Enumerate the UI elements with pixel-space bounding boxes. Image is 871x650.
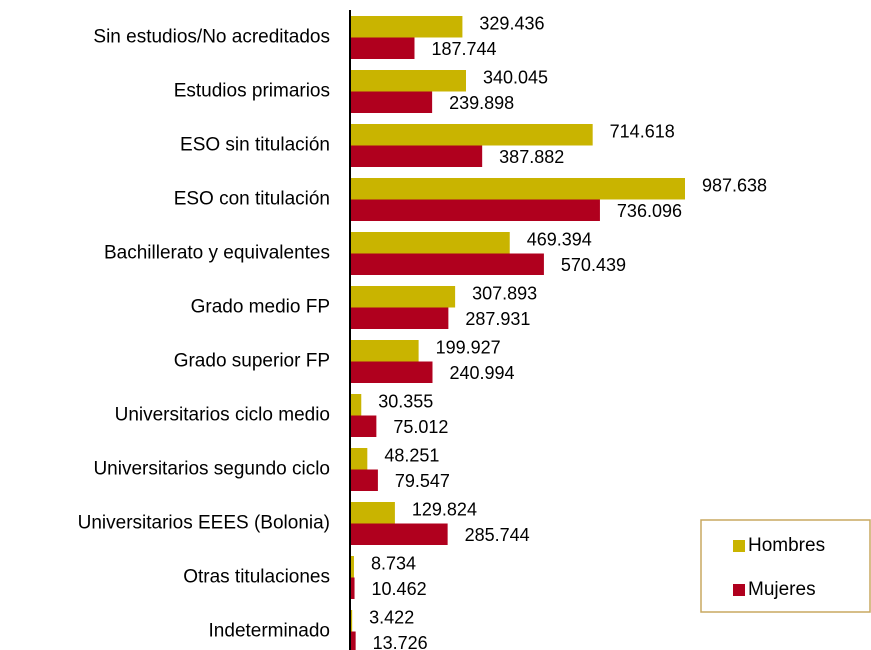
category-label: Universitarios EEES (Bolonia) (78, 513, 330, 534)
bar (351, 523, 448, 545)
value-label: 285.744 (465, 525, 530, 545)
bar (351, 124, 593, 146)
bar (351, 91, 433, 113)
value-label: 714.618 (610, 122, 675, 142)
value-label: 199.927 (436, 338, 501, 358)
bar (351, 178, 685, 200)
legend-swatch (733, 584, 745, 596)
bar (351, 232, 510, 254)
value-label: 736.096 (617, 201, 682, 221)
value-label: 13.726 (373, 633, 428, 650)
value-label: 469.394 (527, 230, 592, 250)
bar (351, 199, 600, 221)
category-label: ESO sin titulación (180, 135, 330, 156)
category-label: ESO con titulación (174, 189, 330, 210)
value-label: 287.931 (465, 309, 530, 329)
value-label: 239.898 (449, 93, 514, 113)
category-label: Estudios primarios (174, 81, 330, 102)
bar (351, 145, 483, 167)
category-label: Bachillerato y equivalentes (104, 243, 330, 264)
category-label: Universitarios ciclo medio (115, 405, 330, 426)
bar (351, 340, 419, 362)
bar (351, 16, 463, 38)
bar (351, 394, 362, 416)
value-label: 30.355 (378, 392, 433, 412)
legend-box (700, 519, 871, 613)
bar (351, 610, 353, 632)
value-label: 187.744 (431, 39, 496, 59)
value-label: 329.436 (479, 14, 544, 34)
bar (351, 361, 433, 383)
legend-swatch (733, 540, 745, 552)
value-label: 75.012 (393, 417, 448, 437)
value-label: 987.638 (702, 176, 767, 196)
bar (351, 253, 544, 275)
bar (351, 556, 354, 578)
value-label: 570.439 (561, 255, 626, 275)
category-label: Sin estudios/No acreditados (93, 27, 330, 48)
value-label: 240.994 (449, 363, 514, 383)
legend-label: Hombres (748, 535, 825, 556)
legend-label: Mujeres (748, 579, 816, 600)
value-label: 3.422 (369, 608, 414, 628)
category-label: Universitarios segundo ciclo (93, 459, 330, 480)
category-label: Grado medio FP (191, 297, 330, 318)
value-label: 8.734 (371, 554, 416, 574)
bar (351, 502, 395, 524)
bar (351, 469, 378, 491)
bar (351, 307, 449, 329)
value-label: 387.882 (499, 147, 564, 167)
bar (351, 631, 356, 650)
value-label: 10.462 (372, 579, 427, 599)
bar (351, 70, 466, 92)
category-label: Otras titulaciones (183, 567, 330, 588)
value-label: 129.824 (412, 500, 477, 520)
bar (351, 286, 456, 308)
value-label: 340.045 (483, 68, 548, 88)
category-label: Indeterminado (209, 621, 330, 642)
bar (351, 37, 415, 59)
value-label: 79.547 (395, 471, 450, 491)
value-label: 307.893 (472, 284, 537, 304)
value-label: 48.251 (384, 446, 439, 466)
bar (351, 448, 368, 470)
bar (351, 577, 355, 599)
category-label: Grado superior FP (174, 351, 330, 372)
bar (351, 415, 377, 437)
